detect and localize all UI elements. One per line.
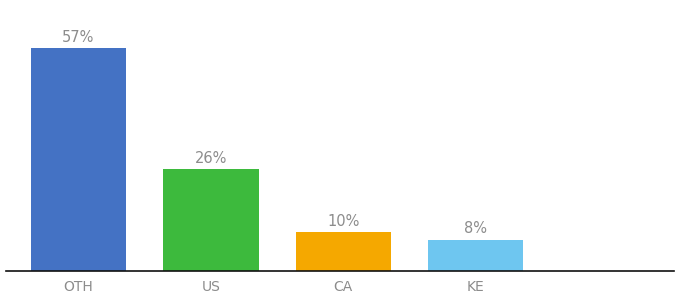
- Text: 8%: 8%: [464, 221, 488, 236]
- Text: 10%: 10%: [327, 214, 360, 229]
- Bar: [428, 239, 524, 271]
- Bar: [163, 169, 258, 271]
- Bar: [296, 232, 391, 271]
- Text: 26%: 26%: [194, 151, 227, 166]
- Text: 57%: 57%: [62, 30, 95, 45]
- Bar: [31, 49, 126, 271]
